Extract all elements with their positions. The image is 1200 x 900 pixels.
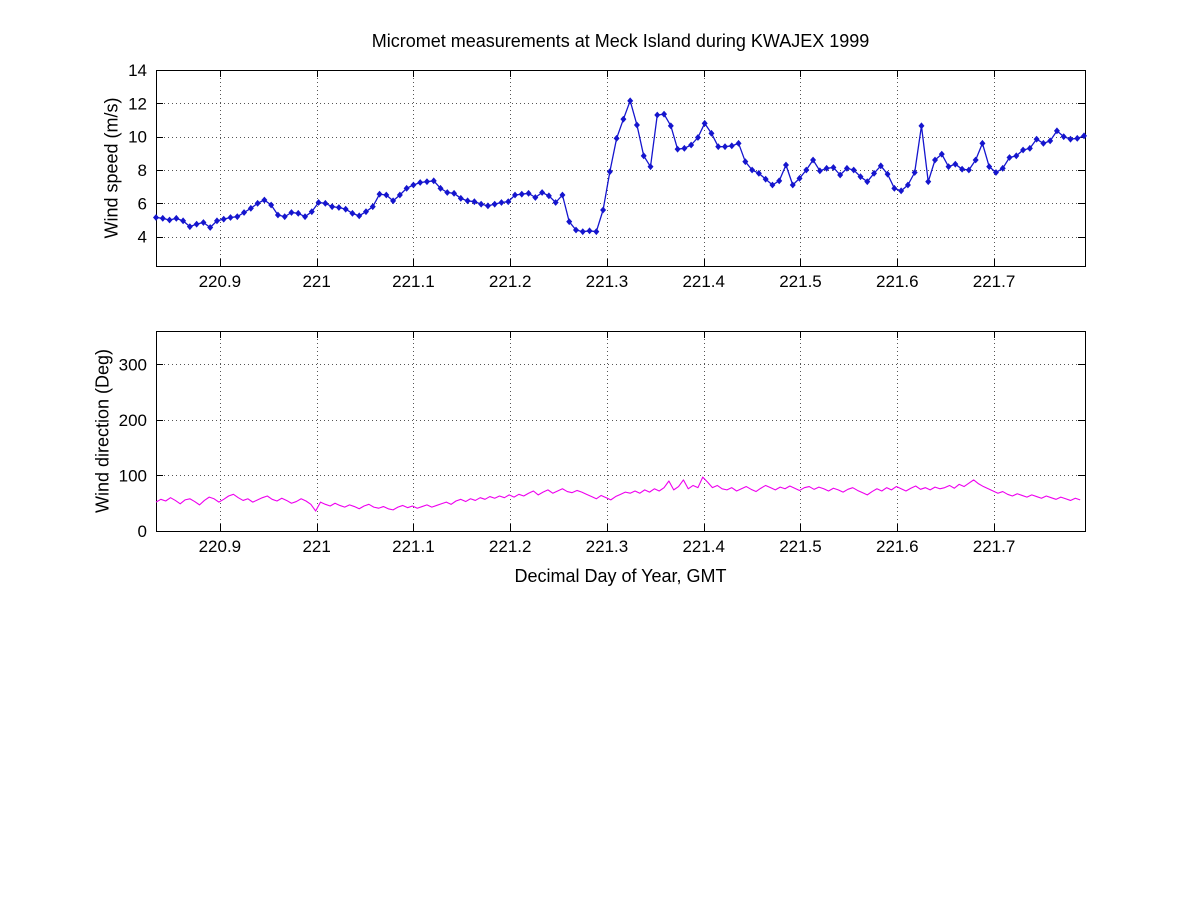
x-tick-label: 221.1 [392, 537, 435, 556]
tick-marks [156, 70, 1085, 266]
tick-marks [156, 331, 1085, 532]
x-tick-label: 221 [302, 537, 330, 556]
y-tick-label: 100 [119, 466, 147, 485]
y-tick-label: 10 [128, 128, 147, 147]
y-tick-label: 14 [128, 61, 147, 80]
tick-labels: 220.9 221 221.1 221.2 221.3 221.4 221.5 221.6 22… [128, 61, 1015, 291]
x-tick-label: 221.7 [973, 272, 1016, 291]
wind-speed-plot: 220.9 221 221.1 221.2 221.3 221.4 221.5 221.6 22… [128, 61, 1088, 291]
x-tick-label: 220.9 [199, 272, 242, 291]
x-tick-label: 221.5 [779, 537, 822, 556]
y-tick-label: 4 [138, 228, 147, 247]
x-tick-label: 221.6 [876, 272, 919, 291]
x-axis-label: Decimal Day of Year, GMT [514, 566, 727, 586]
x-tick-label: 221.4 [682, 537, 725, 556]
y-tick-label: 8 [138, 161, 147, 180]
x-tick-label: 221.2 [489, 537, 532, 556]
x-tick-label: 221.5 [779, 272, 822, 291]
axes-box [156, 331, 1086, 532]
wind-speed-line [155, 100, 1085, 233]
wind-direction-line [155, 476, 1081, 512]
x-tick-label: 221.4 [682, 272, 725, 291]
x-tick-label: 221.3 [586, 537, 629, 556]
grid-lines [156, 331, 1085, 531]
y-tick-label: 0 [138, 522, 147, 541]
x-tick-label: 220.9 [199, 537, 242, 556]
x-tick-label: 221.2 [489, 272, 532, 291]
y-tick-label: 300 [119, 355, 147, 374]
y-tick-label: 6 [138, 194, 147, 213]
grid-lines [156, 70, 1085, 266]
figure-title: Micromet measurements at Meck Island dur… [371, 31, 870, 51]
tick-labels: 220.9 221 221.1 221.2 221.3 221.4 221.5 221.6 22… [119, 355, 1016, 556]
y-tick-label: 12 [128, 94, 147, 113]
x-tick-label: 221.7 [973, 537, 1016, 556]
wind-direction-plot: 220.9 221 221.1 221.2 221.3 221.4 221.5 221.6 22… [119, 331, 1086, 556]
x-tick-label: 221.3 [586, 272, 629, 291]
axes-box [156, 70, 1086, 267]
x-tick-label: 221.6 [876, 537, 919, 556]
x-tick-label: 221.1 [392, 272, 435, 291]
x-tick-label: 221 [302, 272, 330, 291]
y-tick-label: 200 [119, 411, 147, 430]
wind-speed-markers [153, 97, 1088, 236]
